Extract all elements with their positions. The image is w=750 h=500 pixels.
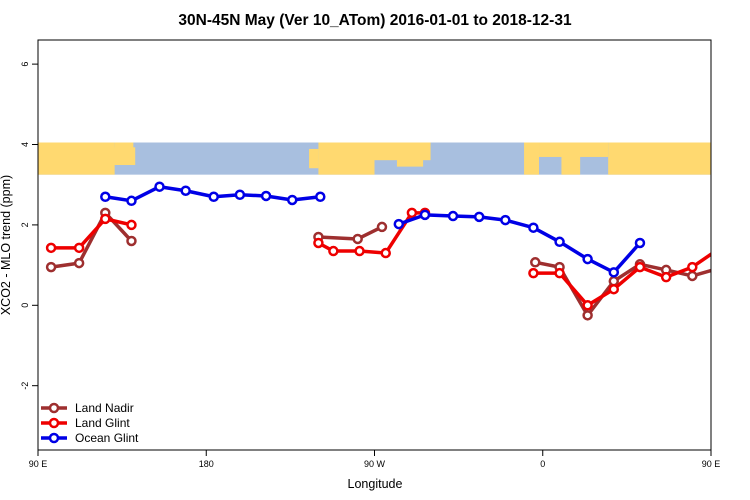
- data-point-ocean-glint: [634, 237, 646, 249]
- data-point-ocean-glint: [208, 191, 219, 203]
- legend-label: Land Glint: [75, 416, 130, 430]
- legend-item-land-glint: Land Glint: [41, 416, 130, 430]
- plot-frame: [37, 39, 712, 451]
- data-point-land-nadir: [687, 270, 698, 282]
- map-land-patch: [608, 142, 711, 175]
- map-land-patch: [524, 142, 540, 175]
- data-point-ocean-glint: [608, 267, 620, 278]
- data-point-ocean-glint: [286, 194, 298, 206]
- y-tick-label: 4: [20, 142, 30, 147]
- data-point-land-glint: [380, 247, 391, 259]
- legend-item-ocean-glint: Ocean Glint: [41, 431, 139, 445]
- data-point-land-nadir: [743, 258, 750, 266]
- y-tick-label: -2: [20, 382, 30, 390]
- data-point-land-nadir: [73, 257, 85, 269]
- series-line-land-nadir: [50, 211, 133, 269]
- map-land-patch: [396, 155, 424, 167]
- y-axis-title: XCO2 - MLO trend (ppm): [0, 175, 13, 315]
- map-land-patch: [309, 148, 319, 169]
- data-point-land-glint: [608, 283, 620, 295]
- data-point-land-glint: [743, 244, 750, 252]
- legend-label: Ocean Glint: [75, 431, 139, 445]
- x-tick-label: 90 W: [364, 459, 386, 469]
- data-point-land-glint: [313, 237, 324, 249]
- legend-marker: [48, 432, 60, 444]
- data-point-ocean-glint: [473, 211, 485, 223]
- data-point-ocean-glint: [419, 209, 431, 221]
- data-point-ocean-glint: [554, 236, 565, 248]
- map-land-patch: [711, 143, 750, 175]
- data-point-ocean-glint: [260, 190, 272, 202]
- data-point-land-glint: [354, 245, 365, 257]
- x-tick-label: 180: [199, 459, 214, 469]
- y-axis: -2 0 2 4 6: [20, 62, 38, 390]
- data-point-land-glint: [687, 261, 698, 273]
- series-ocean-glint: [100, 181, 646, 278]
- map-land-patch: [318, 142, 375, 175]
- data-point-ocean-glint: [582, 253, 593, 265]
- map-land-patch: [112, 147, 136, 166]
- data-point-land-nadir: [45, 261, 57, 273]
- series-line-land-glint: [51, 217, 132, 250]
- data-point-land-glint: [328, 245, 339, 257]
- data-point-land-glint: [634, 261, 646, 273]
- data-point-ocean-glint: [154, 181, 165, 192]
- data-point-ocean-glint: [315, 191, 326, 203]
- data-point-land-nadir: [376, 221, 388, 233]
- data-point-land-glint: [45, 242, 57, 254]
- data-point-land-glint: [100, 213, 111, 225]
- map-land: [38, 142, 750, 175]
- x-tick-label: 0: [540, 459, 545, 469]
- data-point-land-glint: [660, 271, 672, 283]
- data-point-land-nadir: [582, 310, 593, 321]
- chart-title: 30N-45N May (Ver 10_ATom) 2016-01-01 to …: [178, 12, 572, 29]
- x-tick-label: 90 E: [702, 459, 721, 469]
- series-land-glint: [45, 207, 750, 311]
- map-land-patch: [539, 142, 609, 157]
- legend-item-land-nadir: Land Nadir: [41, 401, 134, 415]
- y-tick-label: 0: [20, 303, 30, 308]
- map-land-patch: [561, 155, 581, 175]
- data-point-land-nadir: [716, 264, 724, 272]
- series-line-land-nadir: [318, 225, 383, 241]
- y-tick-label: 6: [20, 62, 30, 67]
- data-point-ocean-glint: [234, 189, 246, 201]
- data-point-land-glint: [554, 267, 565, 279]
- legend-marker: [48, 402, 60, 414]
- data-point-land-glint: [126, 219, 137, 231]
- x-axis-title: Longitude: [348, 477, 403, 491]
- data-point-land-nadir: [530, 257, 541, 268]
- data-point-ocean-glint: [180, 185, 191, 196]
- data-point-land-glint: [582, 300, 593, 311]
- data-point-land-nadir: [126, 235, 137, 247]
- data-point-land-glint: [73, 242, 85, 254]
- data-point-land-glint: [716, 244, 724, 252]
- data-point-land-glint: [406, 207, 418, 219]
- data-point-ocean-glint: [528, 222, 539, 233]
- legend-label: Land Nadir: [75, 401, 134, 415]
- data-point-ocean-glint: [126, 195, 137, 207]
- legend-marker: [48, 417, 60, 429]
- y-tick-label: 2: [20, 222, 30, 227]
- world-map-band: [38, 142, 750, 175]
- map-land-patch: [38, 142, 115, 175]
- series-layer: [45, 181, 750, 321]
- data-point-ocean-glint: [100, 191, 111, 203]
- series-line-ocean-glint: [398, 213, 642, 275]
- data-point-ocean-glint: [447, 210, 459, 222]
- data-point-ocean-glint: [500, 214, 511, 226]
- data-point-land-glint: [528, 267, 539, 279]
- data-point-ocean-glint: [393, 218, 405, 230]
- data-point-land-nadir: [352, 233, 363, 245]
- x-tick-label: 90 E: [29, 459, 48, 469]
